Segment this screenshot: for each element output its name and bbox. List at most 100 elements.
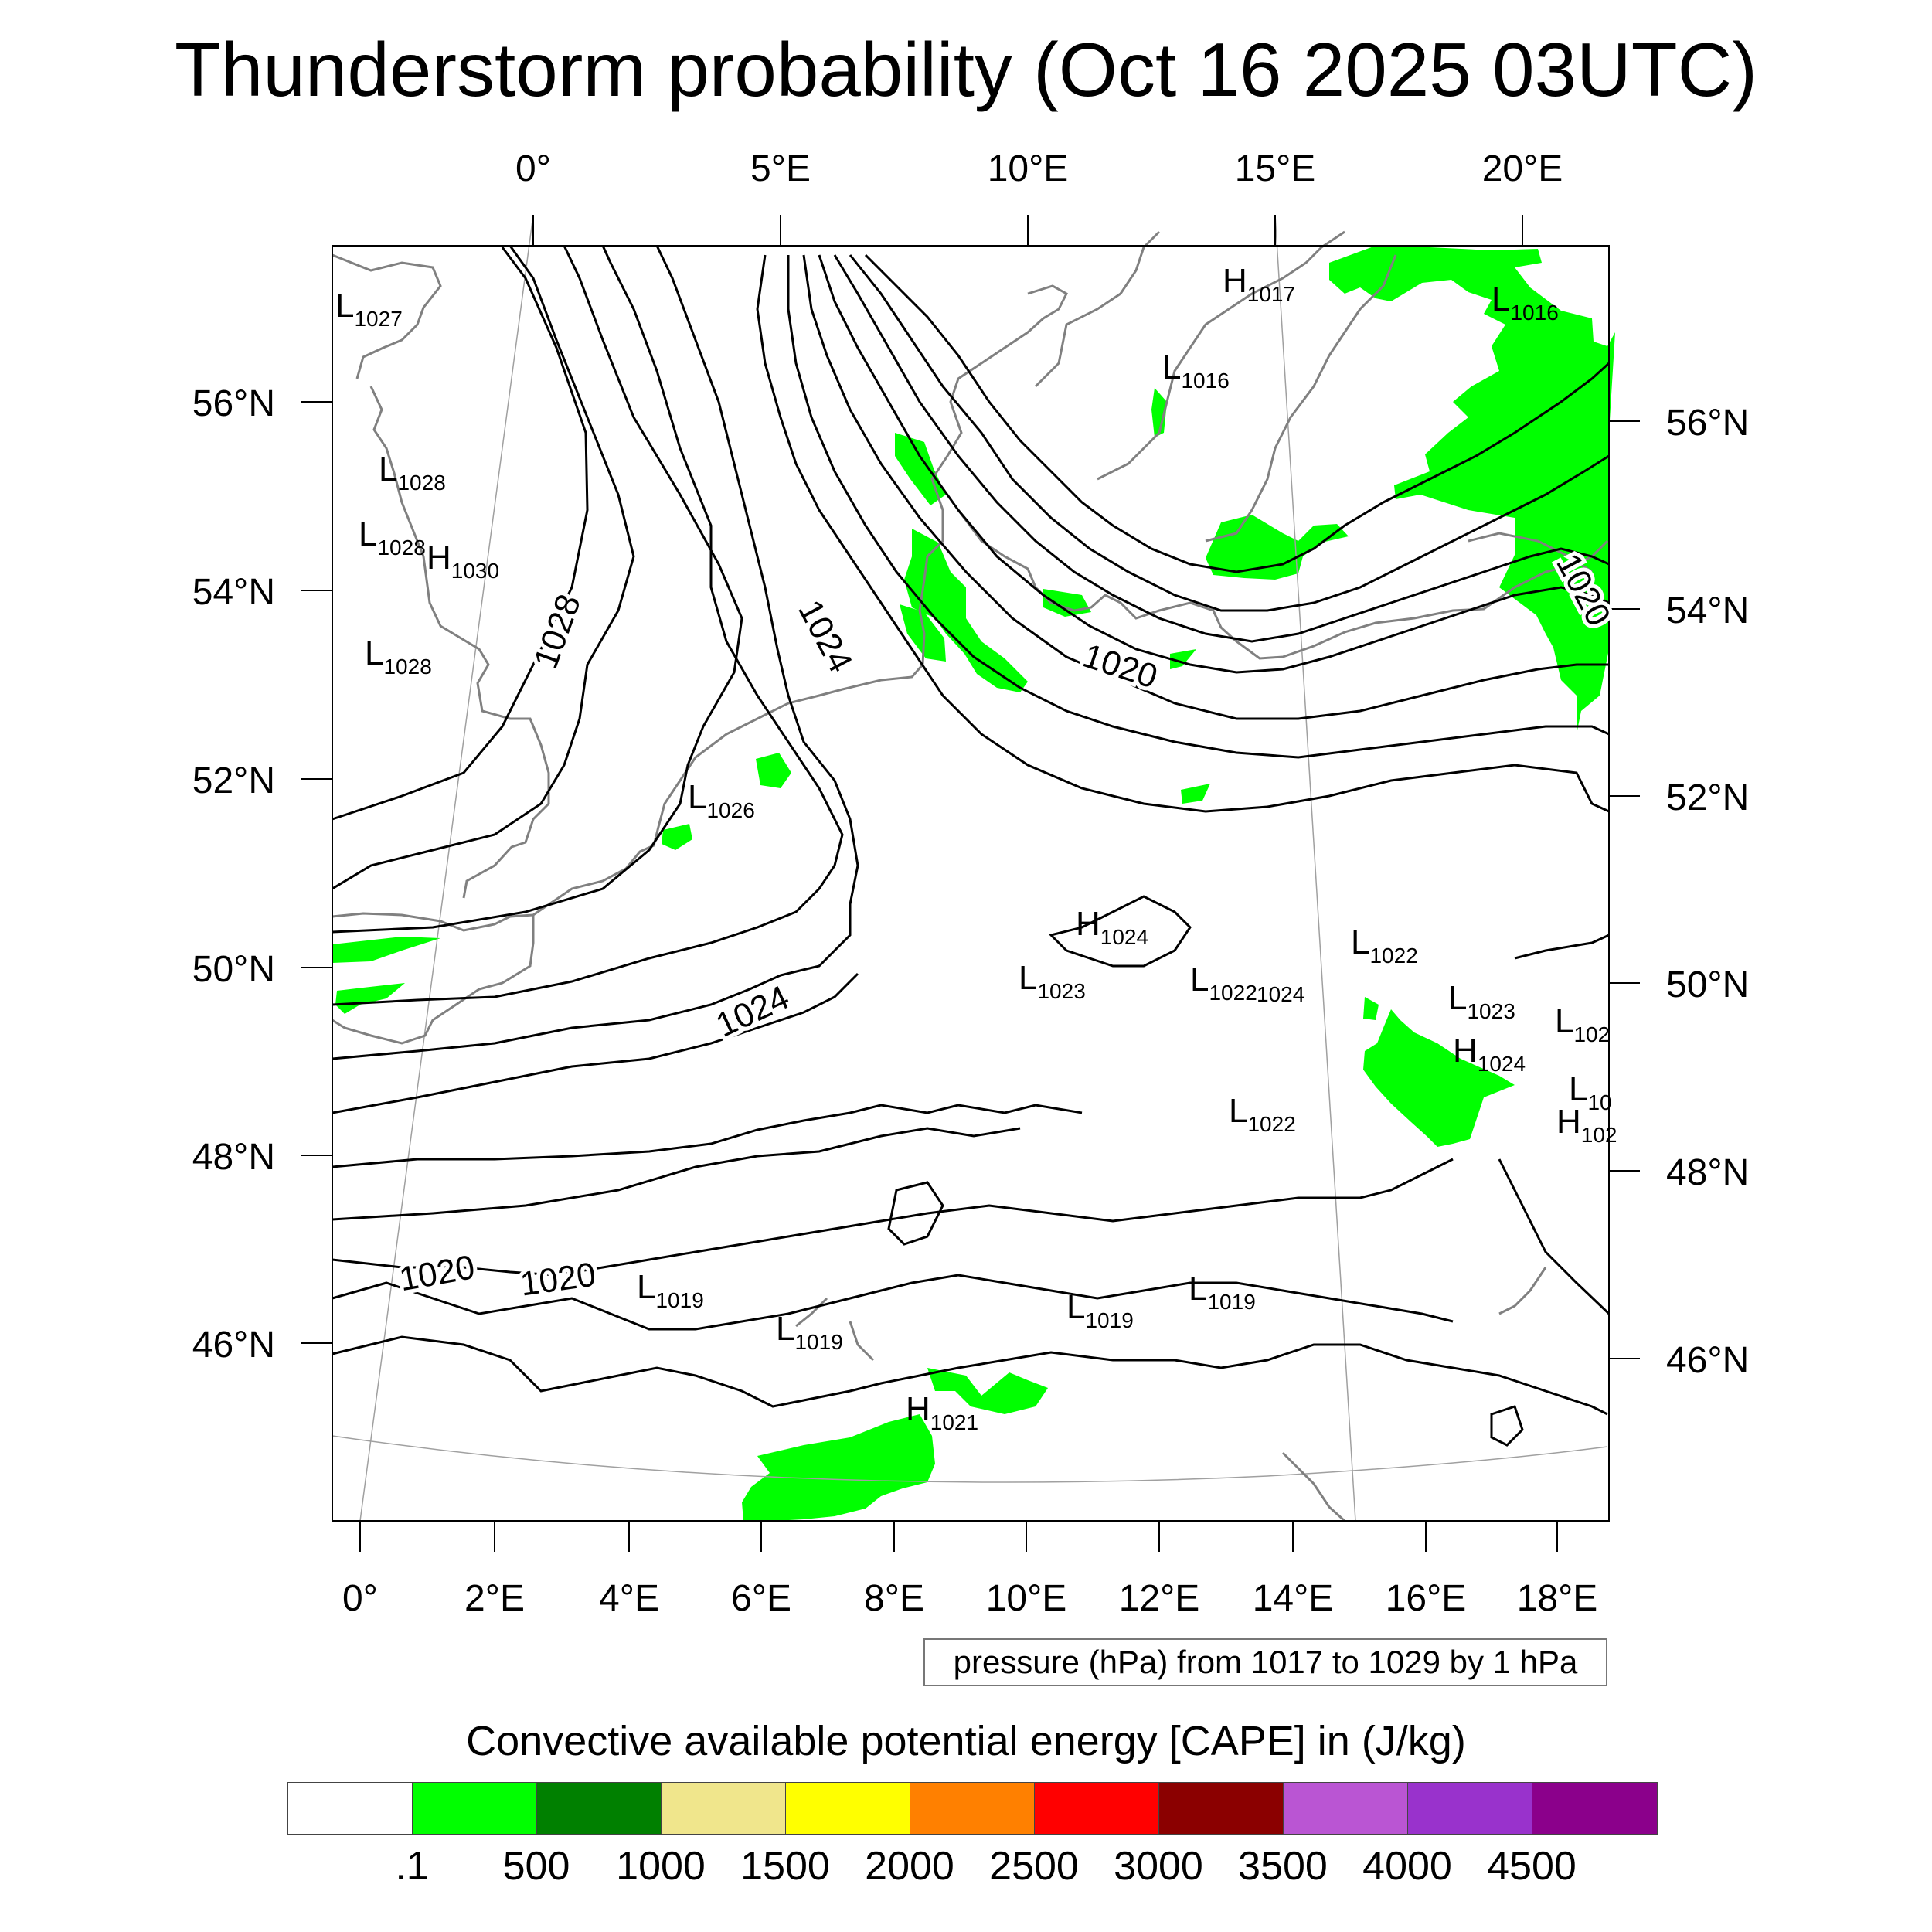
bottom-axis-label: 10°E — [986, 1578, 1067, 1619]
isobar-line — [833, 254, 1610, 643]
pressure-center-marker: L1022 — [1229, 1092, 1296, 1136]
bottom-axis-labels: 0° 2°E 4°E 6°E 8°E 10°E 12°E 14°E 16°E 1… — [342, 1578, 1597, 1619]
isobar-line — [332, 972, 859, 1114]
isobar-label: 1020 — [396, 1248, 478, 1298]
cape-area-sweden-coast — [1151, 388, 1167, 437]
isobar-line — [332, 1335, 1608, 1416]
colorbar-label: 4000 — [1362, 1844, 1452, 1889]
top-axis-label: 5°E — [750, 148, 811, 189]
pressure-center-marker: L1019 — [637, 1268, 704, 1312]
cape-area-channel — [332, 937, 440, 963]
pressure-center-marker: L1027 — [335, 287, 403, 331]
top-axis-label: 20°E — [1482, 148, 1563, 189]
right-axis-label: 52°N — [1666, 777, 1749, 818]
isobar-line — [1514, 934, 1610, 960]
contour-info-box: pressure (hPa) from 1017 to 1029 by 1 hP… — [923, 1638, 1607, 1686]
pressure-center-marker: L10 — [1569, 1070, 1612, 1114]
colorbar-label: .1 — [395, 1844, 429, 1889]
cape-area-normandy — [335, 983, 405, 1014]
pressure-center-marker: L1023 — [1019, 959, 1086, 1003]
isobar-line — [332, 245, 635, 890]
isobar-line — [332, 245, 859, 1060]
cape-areas — [332, 246, 1615, 1521]
pressure-center-marker: L1016 — [1162, 349, 1230, 393]
pressure-center-marker: L1028 — [359, 515, 426, 560]
isobar-label: 1020 — [1078, 637, 1162, 696]
left-axis-label: 46°N — [192, 1325, 275, 1366]
isobar-line — [332, 245, 844, 1006]
isobar-line — [332, 1127, 1021, 1221]
right-axis-label: 46°N — [1666, 1340, 1749, 1381]
pressure-center-marker: L1019 — [776, 1310, 843, 1354]
pressure-center-marker: H102 — [1556, 1103, 1617, 1147]
pressure-center-marker: 1024 — [1257, 982, 1304, 1006]
isobar-line — [332, 1104, 1083, 1168]
colorbar-box — [1159, 1783, 1284, 1834]
bottom-axis-label: 18°E — [1517, 1578, 1598, 1619]
bottom-axis-label: 6°E — [731, 1578, 791, 1619]
bottom-axis-label: 8°E — [864, 1578, 924, 1619]
pressure-center-marker: H1024 — [1453, 1032, 1526, 1076]
colorbar-label: 1000 — [616, 1844, 706, 1889]
pressure-center-marker: L1026 — [688, 778, 755, 822]
pressure-center-marker: H1021 — [906, 1390, 978, 1434]
isobar-line — [1490, 1405, 1524, 1447]
cape-area-sweden-south — [1206, 515, 1349, 580]
colorbar-title: Convective available potential energy [C… — [466, 1718, 1466, 1764]
colorbar-label: 3500 — [1238, 1844, 1328, 1889]
cape-area-jutland — [904, 529, 1028, 692]
isobars — [332, 245, 1611, 1447]
colorbar — [287, 1782, 1658, 1835]
colorbar-box — [1532, 1783, 1657, 1834]
cape-area-germany — [1181, 784, 1210, 804]
pressure-center-marker: L1028 — [365, 634, 432, 679]
cape-area-jutland-south — [900, 604, 946, 662]
cape-area-alps — [927, 1368, 1048, 1414]
colorbar-label: 3000 — [1114, 1844, 1203, 1889]
cape-area-po-valley — [742, 1414, 935, 1521]
bottom-axis-label: 2°E — [464, 1578, 525, 1619]
bottom-axis-label: 16°E — [1386, 1578, 1467, 1619]
cape-area-belgium — [662, 824, 692, 850]
right-axis-label: 48°N — [1666, 1152, 1749, 1193]
top-axis-labels: 0° 5°E 10°E 15°E 20°E — [515, 148, 1563, 189]
isobar-line — [818, 254, 1610, 674]
top-axis-label: 10°E — [988, 148, 1069, 189]
pressure-center-marker: H1030 — [427, 539, 499, 583]
colorbar-label: 2000 — [865, 1844, 954, 1889]
colorbar-label: 2500 — [989, 1844, 1079, 1889]
isobar-line — [332, 1158, 1454, 1277]
isobar-label: 1028 — [527, 590, 589, 674]
pressure-center-marker: L1023 — [1448, 979, 1515, 1023]
top-axis-label: 15°E — [1235, 148, 1316, 189]
isobar-line — [1049, 895, 1192, 968]
cape-area-baltic — [1329, 246, 1615, 734]
isobar-line — [887, 1181, 944, 1246]
left-axis-label: 52°N — [192, 760, 275, 801]
bottom-axis-label: 14°E — [1253, 1578, 1334, 1619]
cape-area-czech-north — [1363, 997, 1379, 1020]
colorbar-box — [288, 1783, 413, 1834]
pressure-center-marker: L1019 — [1189, 1270, 1256, 1314]
isobar-line — [802, 254, 1609, 720]
colorbar-label: 1500 — [740, 1844, 830, 1889]
isobar-line — [332, 1274, 1454, 1331]
pressure-center-marker: H1024 — [1076, 905, 1148, 949]
pressure-center-marker: L102 — [1555, 1002, 1610, 1046]
colorbar-box — [537, 1783, 662, 1834]
axis-ticks — [301, 215, 1640, 1552]
pressure-center-marker: L1028 — [379, 451, 446, 495]
pressure-center-marker: H1017 — [1223, 262, 1295, 306]
colorbar-label: 4500 — [1487, 1844, 1577, 1889]
isobar-line — [849, 254, 1610, 612]
colorbar-box — [1035, 1783, 1159, 1834]
bottom-axis-label: 12°E — [1119, 1578, 1200, 1619]
colorbar-box — [1408, 1783, 1532, 1834]
cape-area-czech — [1363, 1009, 1515, 1147]
isobar-label: 1024 — [791, 594, 859, 678]
cape-area-north-sea — [895, 433, 946, 505]
pressure-center-marker: L1022 — [1190, 961, 1257, 1005]
colorbar-box — [413, 1783, 537, 1834]
left-axis-label: 56°N — [192, 383, 275, 424]
